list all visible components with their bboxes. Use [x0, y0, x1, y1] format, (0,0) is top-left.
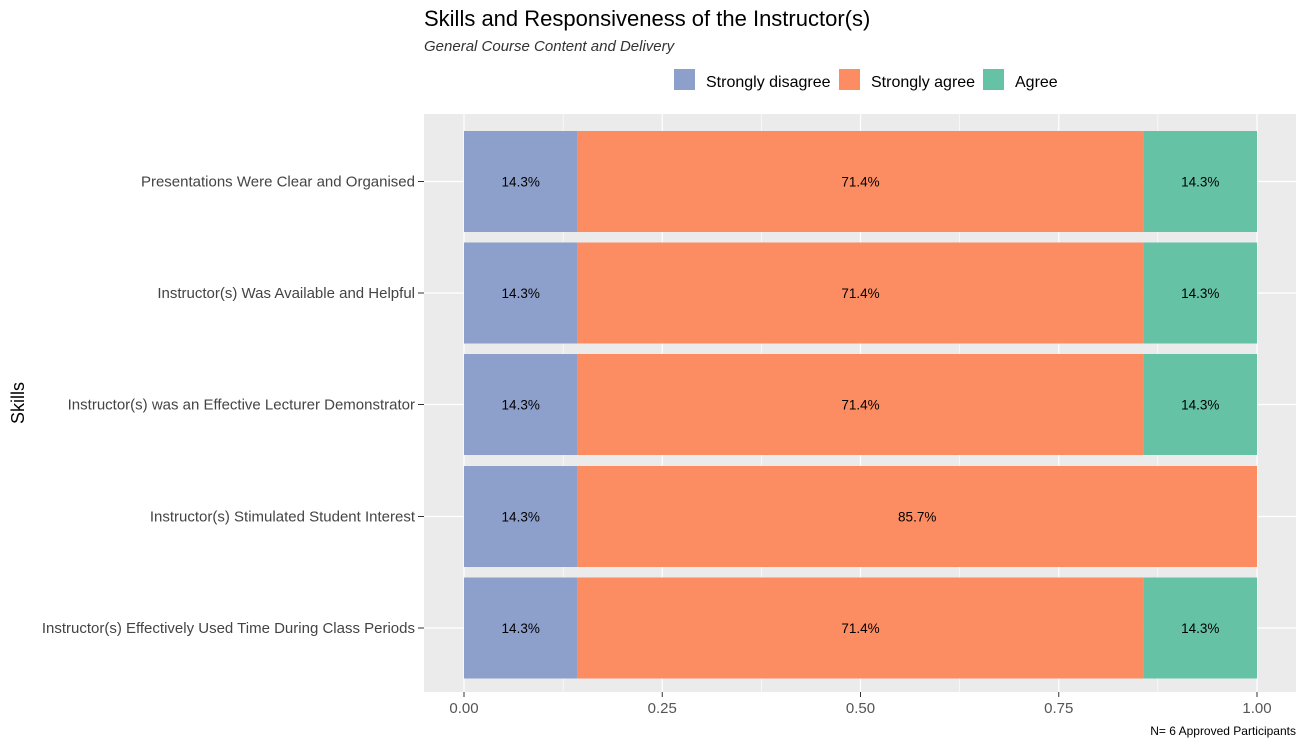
y-tick-label: Instructor(s) Was Available and Helpful: [157, 285, 415, 302]
data-label: 71.4%: [841, 286, 879, 301]
x-tick-label: 1.00: [1242, 700, 1271, 717]
data-label: 14.3%: [1181, 398, 1219, 413]
bar-segment: [577, 354, 1144, 455]
bar-segment: [1143, 242, 1257, 344]
y-tick-label: Instructor(s) Stimulated Student Interes…: [150, 509, 416, 526]
data-label: 14.3%: [502, 621, 540, 636]
data-label: 14.3%: [502, 286, 540, 301]
data-label: 14.3%: [1181, 286, 1219, 301]
bar-segment: [464, 577, 578, 679]
x-axis: 0.00 0.25 0.50 0.75 1.00: [449, 692, 1272, 717]
bar-segment: [464, 354, 578, 455]
legend-swatch: [839, 69, 860, 90]
bar-segment: [464, 466, 578, 567]
bar-segment: [464, 131, 578, 232]
y-axis-title: Skills: [8, 382, 28, 424]
data-label: 71.4%: [841, 175, 879, 190]
bar-segment: [577, 131, 1144, 232]
y-axis: Presentations Were Clear and Organised In…: [42, 174, 424, 637]
bar-segment: [577, 466, 1257, 567]
legend-label: Strongly agree: [871, 74, 975, 91]
chart-subtitle: General Course Content and Delivery: [424, 38, 676, 55]
bar-segment: [1143, 354, 1257, 455]
chart-caption: N= 6 Approved Participants: [1150, 724, 1296, 738]
data-label: 14.3%: [502, 398, 540, 413]
legend-label: Strongly disagree: [706, 74, 831, 91]
bar-segment: [1143, 577, 1257, 679]
x-tick-label: 0.00: [449, 700, 478, 717]
data-label: 14.3%: [1181, 175, 1219, 190]
data-label: 14.3%: [502, 510, 540, 525]
x-tick-label: 0.50: [846, 700, 875, 717]
data-labels: 14.3% 71.4% 14.3% 14.3% 71.4% 14.3% 14.3% 71.4%…: [502, 175, 1220, 637]
legend: Strongly disagree Strongly agree Agree: [674, 69, 1058, 91]
data-label: 71.4%: [841, 398, 879, 413]
data-label: 85.7%: [898, 510, 936, 525]
y-tick-label: Presentations Were Clear and Organised: [141, 174, 415, 191]
legend-swatch: [674, 69, 695, 90]
y-tick-label: Instructor(s) was an Effective Lecturer …: [68, 397, 415, 414]
data-label: 14.3%: [1181, 621, 1219, 636]
chart-title: Skills and Responsiveness of the Instruc…: [424, 6, 870, 31]
x-tick-label: 0.25: [648, 700, 677, 717]
x-tick-label: 0.75: [1044, 700, 1073, 717]
y-tick-label: Instructor(s) Effectively Used Time Duri…: [42, 620, 415, 637]
bar-segment: [464, 242, 578, 344]
legend-swatch: [983, 69, 1004, 90]
bar-segment: [577, 242, 1144, 344]
data-label: 71.4%: [841, 621, 879, 636]
bars: [464, 131, 1257, 679]
bar-segment: [1143, 131, 1257, 232]
bar-segment: [577, 577, 1144, 679]
legend-label: Agree: [1015, 74, 1058, 91]
data-label: 14.3%: [502, 175, 540, 190]
